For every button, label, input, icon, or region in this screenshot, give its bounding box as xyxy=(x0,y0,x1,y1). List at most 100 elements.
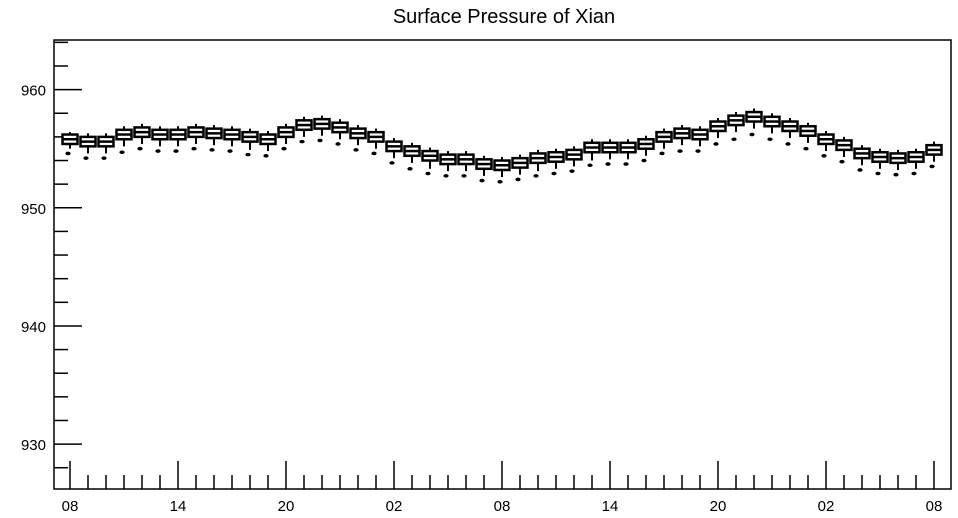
box-plot xyxy=(853,145,871,172)
outlier-point xyxy=(857,168,863,172)
outlier-point xyxy=(407,166,413,171)
box-plot xyxy=(871,148,889,176)
box-plot xyxy=(583,139,601,168)
outlier-point xyxy=(659,151,665,156)
box-plot xyxy=(277,123,295,151)
outlier-point xyxy=(587,163,593,168)
box-plot xyxy=(475,155,493,183)
box-plot xyxy=(529,149,547,178)
outlier-point xyxy=(461,174,467,178)
outlier-point xyxy=(353,148,359,152)
outlier-point xyxy=(785,142,791,146)
outlier-point xyxy=(191,146,197,151)
outlier-point xyxy=(893,172,899,177)
box-plot xyxy=(619,139,637,166)
box-plot xyxy=(313,115,331,143)
box-plot xyxy=(421,147,439,176)
outlier-point xyxy=(929,164,935,169)
axes: 930 940 950 960 08 14 20 02 08 14 20 02 08 xyxy=(21,41,943,515)
box-plot xyxy=(547,148,565,176)
x-tick-label: 08 xyxy=(494,498,511,515)
box-plot xyxy=(115,126,133,155)
box-plot xyxy=(133,123,151,151)
box-plot xyxy=(295,116,313,144)
x-tick-label: 20 xyxy=(278,498,295,515)
box-plot xyxy=(493,156,511,184)
box-plot xyxy=(259,130,277,158)
box-plot xyxy=(691,126,709,153)
y-tick-label: 940 xyxy=(21,319,46,336)
box-plot xyxy=(673,125,691,153)
chart-title: Surface Pressure of Xian xyxy=(393,6,615,28)
outlier-point xyxy=(371,151,377,156)
box-plot xyxy=(241,128,259,157)
outlier-point xyxy=(821,153,827,158)
box-plot xyxy=(727,112,745,142)
y-tick-label: 930 xyxy=(21,437,46,454)
outlier-point xyxy=(803,146,809,151)
x-tick-label: 08 xyxy=(926,498,943,515)
outlier-point xyxy=(731,137,737,142)
box-plot xyxy=(97,133,115,160)
box-plot xyxy=(637,135,655,163)
x-tick-label: 02 xyxy=(818,498,835,515)
outlier-point xyxy=(101,156,107,160)
outlier-point xyxy=(425,171,431,176)
outlier-point xyxy=(533,174,539,178)
box-plot xyxy=(889,149,907,177)
plot-frame xyxy=(53,39,952,490)
box-plot xyxy=(79,133,97,160)
outlier-point xyxy=(227,149,233,153)
outlier-point xyxy=(389,161,395,165)
x-tick-label: 14 xyxy=(170,498,187,515)
box-plot xyxy=(925,141,943,169)
outlier-point xyxy=(281,146,287,151)
box-plot xyxy=(835,136,853,164)
outlier-point xyxy=(299,139,305,144)
x-tick-label: 14 xyxy=(602,498,619,515)
outlier-point xyxy=(551,171,557,176)
outlier-point xyxy=(749,132,755,137)
box-plot xyxy=(169,126,187,153)
box-plot xyxy=(205,125,223,152)
box-plot xyxy=(151,126,169,153)
y-tick-label: 950 xyxy=(21,201,46,218)
outlier-point xyxy=(515,177,521,182)
outlier-point xyxy=(641,158,647,163)
outlier-point xyxy=(155,149,161,153)
outlier-point xyxy=(767,137,773,142)
outlier-point xyxy=(317,138,323,143)
outlier-point xyxy=(569,169,575,173)
outlier-point xyxy=(443,174,449,178)
box-plot xyxy=(457,151,475,178)
boxes xyxy=(61,108,943,184)
outlier-point xyxy=(713,142,719,146)
box-plot xyxy=(187,123,205,151)
box-plot xyxy=(907,148,925,176)
outlier-point xyxy=(65,151,71,156)
outlier-point xyxy=(479,178,485,183)
box-plot xyxy=(655,128,673,156)
box-plot xyxy=(385,138,403,165)
x-tick-label: 02 xyxy=(386,498,403,515)
outlier-point xyxy=(263,153,269,158)
outlier-point xyxy=(677,149,683,153)
box-plot xyxy=(565,146,583,173)
outlier-point xyxy=(83,156,89,160)
outlier-point xyxy=(605,162,611,166)
box-plot xyxy=(349,125,367,152)
box-plot xyxy=(781,117,799,146)
box-plot xyxy=(511,154,529,182)
box-plot xyxy=(799,122,817,151)
outlier-point xyxy=(137,146,143,151)
outlier-point xyxy=(911,171,917,176)
x-tick-label: 20 xyxy=(710,498,727,515)
box-plot xyxy=(331,119,349,146)
box-plot xyxy=(403,142,421,171)
outlier-point xyxy=(173,149,179,153)
outlier-point xyxy=(695,149,701,153)
box-plot xyxy=(709,117,727,146)
box-plot xyxy=(763,113,781,142)
box-plot xyxy=(223,126,241,153)
